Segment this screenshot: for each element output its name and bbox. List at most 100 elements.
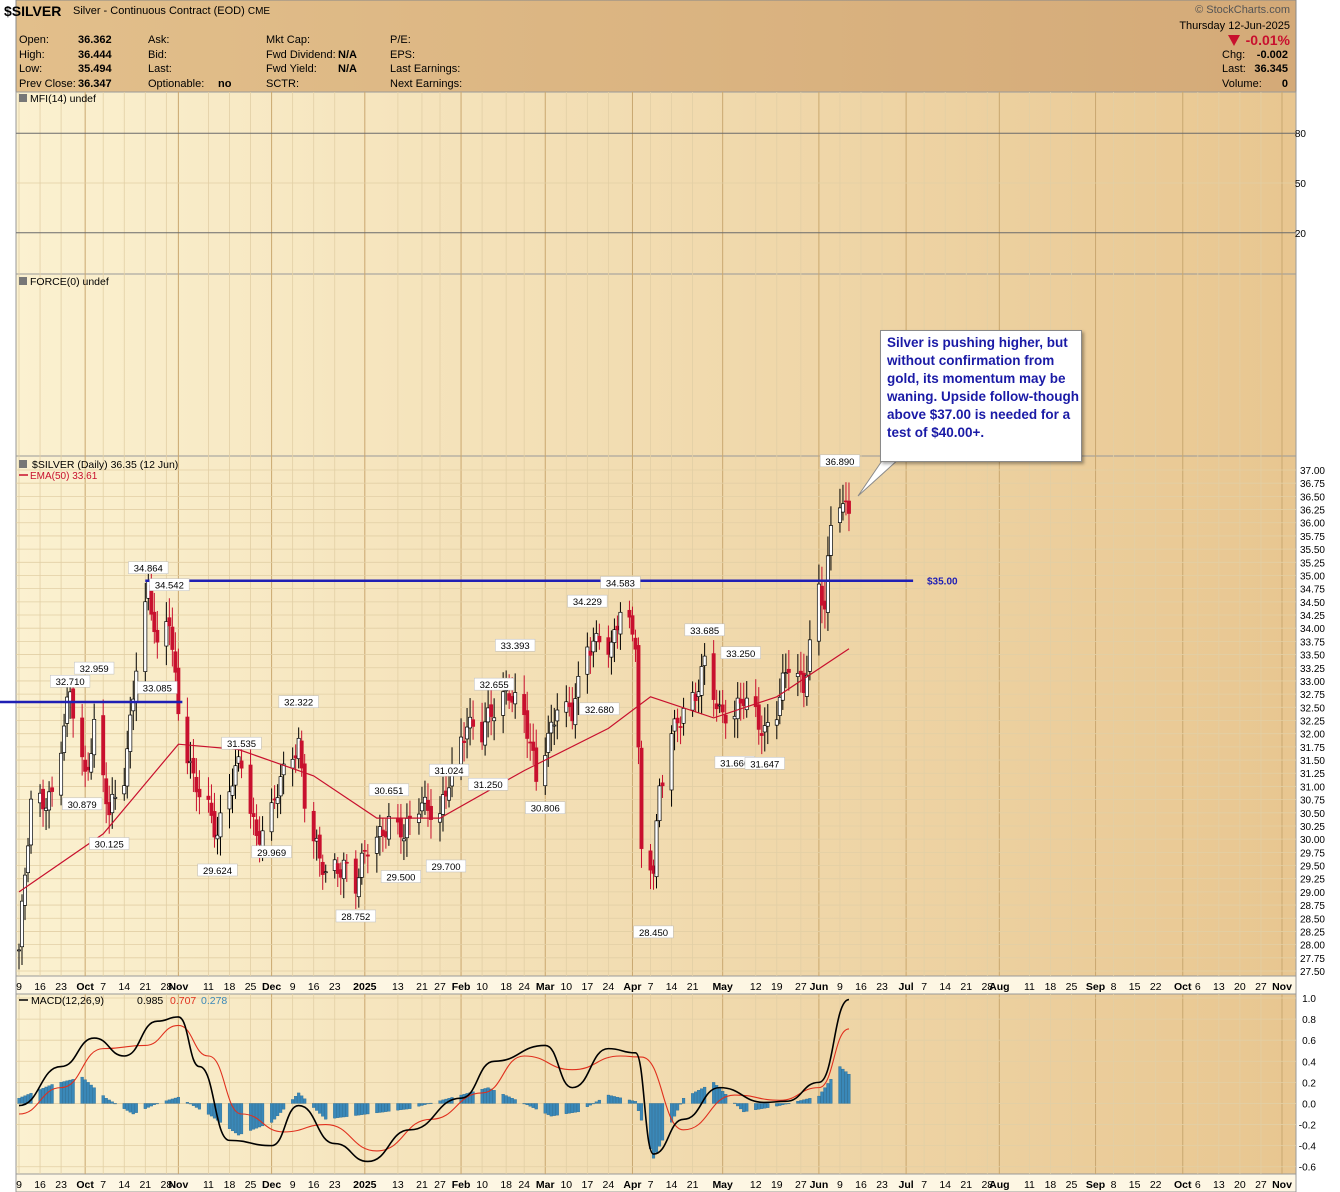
price-y-tick: 33.25 [1300, 664, 1325, 675]
candle-body [299, 740, 304, 769]
x-tick-label: 27 [434, 1179, 446, 1191]
price-y-tick: 28.00 [1300, 941, 1325, 952]
candle-body [365, 854, 370, 857]
candle-body [618, 611, 623, 635]
candle-body [164, 621, 169, 647]
price-y-tick: 29.00 [1300, 888, 1325, 899]
price-y-tick: 35.25 [1300, 558, 1325, 569]
candle-body [230, 785, 235, 796]
macd-histogram-bar [636, 1103, 641, 1111]
x-tick-label: Feb [452, 1179, 471, 1191]
x-tick-label: 27 [1255, 981, 1267, 993]
macd-histogram-bar [248, 1103, 253, 1131]
x-tick-label: 17 [582, 1179, 594, 1191]
force-panel-bg [15, 273, 1297, 457]
candle-body [807, 639, 812, 672]
x-tick-label: Nov [1272, 981, 1292, 993]
quote-value: 35.494 [78, 63, 112, 75]
macd-histogram-bar [745, 1103, 749, 1112]
macd-title: MACD(12,26,9) [31, 995, 104, 1007]
exchange-text: CME [247, 6, 271, 17]
candle-body [552, 724, 557, 727]
price-y-tick: 36.75 [1300, 479, 1325, 490]
candle-body [62, 725, 67, 753]
histogram-legend-value: 0.278 [201, 995, 227, 1007]
quote-label: Last: [148, 63, 172, 75]
price-y-tick: 29.50 [1300, 862, 1325, 873]
x-tick-label: 12 [750, 981, 762, 993]
x-tick-label: 14 [118, 1179, 130, 1191]
x-tick-label: 25 [1066, 1179, 1078, 1191]
macd-histogram-bar [336, 1103, 340, 1118]
macd-histogram-bar [318, 1103, 322, 1114]
candle-body [359, 852, 364, 878]
macd-histogram-bar [387, 1103, 391, 1112]
price-label: 31.024 [434, 766, 463, 777]
macd-histogram-bar [405, 1103, 409, 1110]
x-tick-label: 15 [1129, 1179, 1141, 1191]
macd-histogram-bar [733, 1102, 737, 1104]
candle-body [555, 709, 560, 722]
price-label-box [335, 909, 376, 923]
macd-histogram-bar [606, 1094, 610, 1104]
macd-histogram-bar [507, 1096, 511, 1104]
macd-histogram-bar [128, 1103, 132, 1113]
macd-histogram-bar [131, 1103, 135, 1115]
x-tick-label: 25 [245, 1179, 257, 1191]
macd-histogram-bar [113, 1103, 117, 1105]
price-label: 29.500 [386, 873, 415, 884]
macd-histogram-bar [197, 1103, 201, 1110]
x-tick-label: 13 [1213, 1179, 1225, 1191]
macd-histogram-bar [799, 1100, 803, 1104]
macd-histogram-bar [796, 1101, 800, 1104]
macd-histogram-bar [408, 1103, 412, 1109]
macd-histogram-bar [152, 1103, 156, 1105]
macd-histogram-bar [501, 1094, 505, 1104]
x-tick-label: 2025 [353, 981, 377, 993]
macd-histogram-bar [273, 1103, 277, 1120]
x-tick-label: Jun [810, 1179, 829, 1191]
price-label: 28.752 [341, 912, 370, 923]
candle-body [753, 696, 758, 708]
price-label-box [368, 783, 409, 797]
macd-histogram-bar [270, 1103, 274, 1123]
quote-value: N/A [338, 48, 357, 61]
candle-body [278, 776, 283, 797]
macd-histogram-bar [522, 1103, 526, 1105]
macd-histogram-bar [339, 1103, 343, 1118]
x-tick-label: 8 [1111, 1179, 1117, 1191]
x-tick-label: 9 [837, 1179, 843, 1191]
macd-histogram-bar [787, 1103, 791, 1105]
candle-body [362, 850, 367, 852]
price-label-box [428, 763, 470, 777]
price-y-tick: 30.00 [1300, 835, 1325, 846]
mfi-title: MFI(14) undef [30, 93, 96, 105]
change-percent: -0.01% [1245, 32, 1290, 48]
price-label-box [74, 661, 115, 675]
price-label-box [684, 623, 725, 637]
candle-body [841, 503, 845, 513]
macd-histogram-bar [300, 1095, 304, 1104]
candle-body [212, 811, 217, 838]
price-y-tick: 34.50 [1300, 598, 1325, 609]
price-label-box [89, 837, 130, 850]
x-tick-label: 21 [687, 981, 699, 993]
macd-histogram-bar [363, 1103, 367, 1115]
macd-histogram-bar [739, 1103, 743, 1110]
price-label: 34.542 [155, 581, 184, 592]
x-tick-label: Jul [899, 1179, 914, 1191]
candle-body [281, 763, 286, 776]
candle-body [426, 799, 430, 811]
x-tick-label: 16 [855, 1179, 867, 1191]
x-tick-label: Mar [536, 1179, 555, 1191]
price-label: 31.250 [474, 780, 503, 791]
candle-body [420, 802, 424, 812]
price-panel: 37.00 36.75 36.50 36.25 36.00 35.75 35.50 35.25… [0, 451, 1325, 978]
header-panel [15, 0, 1297, 93]
macd-histogram-bar [107, 1099, 111, 1104]
candle-body [236, 756, 241, 764]
macd-histogram-bar [291, 1099, 295, 1104]
candle-body [816, 583, 821, 642]
macd-histogram-bar [594, 1101, 598, 1104]
